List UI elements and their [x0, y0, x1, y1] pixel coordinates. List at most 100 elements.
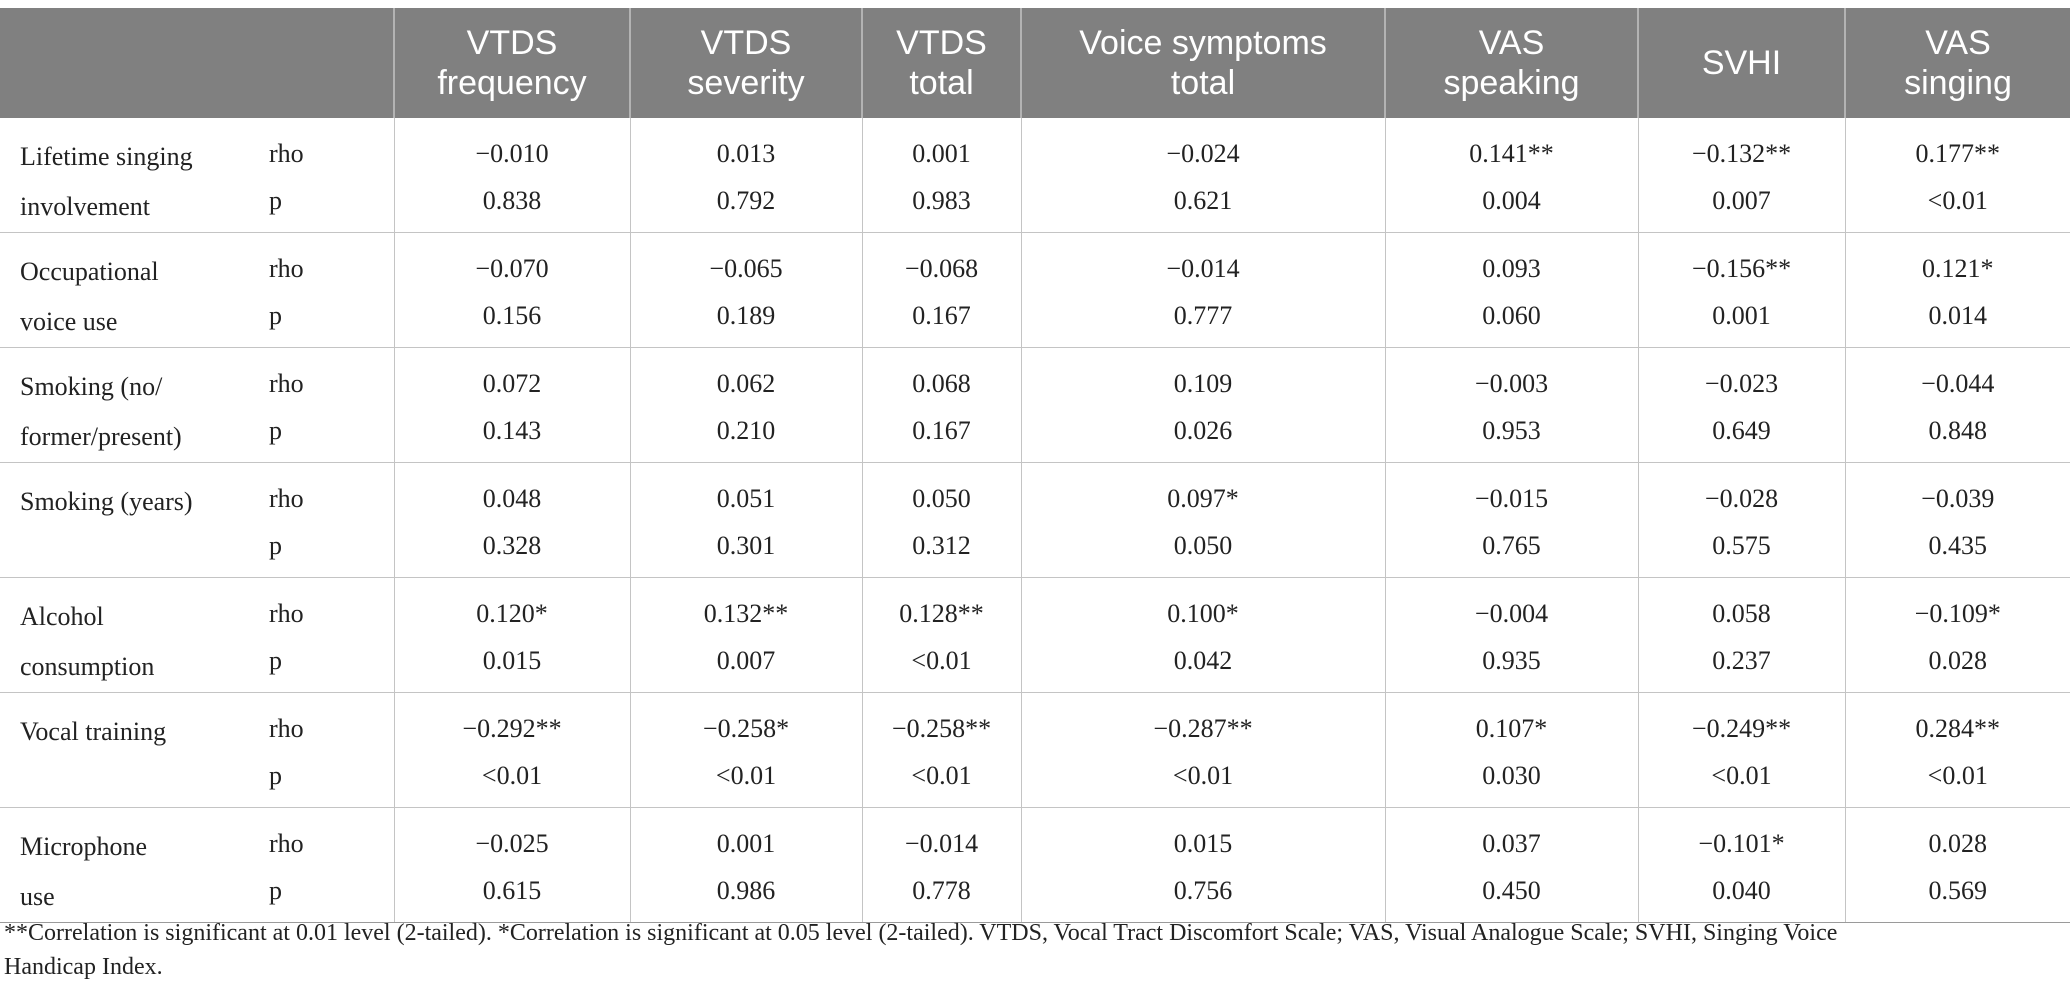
rho-cell: −0.003 [1385, 347, 1639, 405]
p-cell: 0.777 [1021, 290, 1386, 348]
rho-cell: −0.065 [630, 232, 863, 290]
rho-cell: 0.097* [1021, 462, 1386, 520]
variable-label-line-2: use [20, 882, 55, 911]
variable-label: Vocal training [0, 692, 253, 808]
variable-label: Microphone use [0, 807, 253, 923]
rho-cell: −0.025 [394, 807, 631, 865]
rho-cell: 0.058 [1638, 577, 1846, 635]
rho-cell: −0.023 [1638, 347, 1846, 405]
table-body: Lifetime singing involvement rho −0.010 0.01… [0, 118, 2070, 923]
rho-cell: 0.001 [630, 807, 863, 865]
p-cell: 0.312 [862, 520, 1022, 578]
p-cell: 0.838 [394, 175, 631, 234]
rho-cell: −0.010 [394, 118, 631, 176]
rho-cell: −0.249** [1638, 692, 1846, 750]
p-cell: 0.621 [1021, 175, 1386, 234]
p-cell: 0.042 [1021, 635, 1386, 693]
variable-label-line-1: Vocal training [20, 717, 167, 746]
header-vtds-severity: VTDS severity [630, 8, 863, 118]
rho-cell: 0.001 [862, 118, 1022, 176]
rho-cell: 0.177** [1915, 138, 2001, 168]
rho-cell: −0.287** [1021, 692, 1386, 750]
stat-label-rho: rho [253, 807, 395, 865]
stat-label-p: p [253, 405, 395, 463]
variable-label-line-1: Occupational [20, 257, 159, 286]
p-cell: 0.040 [1638, 865, 1846, 923]
correlation-table: VTDS frequency VTDS severity VTDS total Voi… [0, 8, 2070, 923]
rho-cell: 0.093 [1385, 232, 1639, 290]
p-cell: 0.301 [630, 520, 863, 578]
p-cell: <0.01 [862, 750, 1022, 808]
rho-cell: −0.068 [862, 232, 1022, 290]
header-vas-singing: VAS singing [1845, 8, 2070, 118]
rho-cell: 0.050 [862, 462, 1022, 520]
rho-cell: 0.037 [1385, 807, 1639, 865]
rho-cell: 0.109 [1021, 347, 1386, 405]
p-cell: <0.01 [862, 635, 1022, 693]
rho-cell: −0.258* [630, 692, 863, 750]
rho-cell: −0.024 [1021, 118, 1386, 176]
table-row: Smoking (years) rho 0.048 0.051 0.050 0.097*… [0, 462, 2070, 578]
p-cell: 0.015 [394, 635, 631, 693]
p-cell: 0.450 [1385, 865, 1639, 923]
rho-cell: −0.101* [1638, 807, 1846, 865]
p-cell: 0.050 [1021, 520, 1386, 578]
rho-cell: −0.070 [394, 232, 631, 290]
table-row: p 0.328 0.301 0.312 0.050 0.765 0.575 0.435 [0, 520, 2070, 578]
p-cell: 0.983 [862, 175, 1022, 234]
rho-cell: −0.258** [862, 692, 1022, 750]
header-svhi: SVHI [1638, 8, 1846, 118]
stat-label-p: p [253, 290, 395, 348]
header-vas-speaking: VAS speaking [1385, 8, 1639, 118]
rho-cell: −0.039 [1921, 483, 1995, 513]
stat-label-rho: rho [253, 347, 395, 405]
table-row: p 0.015 0.007 <0.01 0.042 0.935 0.237 0.028 [0, 635, 2070, 693]
p-cell: 0.848 [1845, 405, 2070, 463]
table-row: Alcohol consumption rho 0.120* 0.132** 0.128*… [0, 577, 2070, 693]
p-cell: <0.01 [1021, 750, 1386, 808]
rho-cell: −0.109* [1914, 598, 2001, 628]
p-cell: 0.028 [1845, 635, 2070, 693]
rho-cell: 0.051 [630, 462, 863, 520]
table-row: p <0.01 <0.01 <0.01 <0.01 0.030 <0.01 <0.01 [0, 750, 2070, 808]
footnote-line-1: **Correlation is significant at 0.01 lev… [4, 920, 1838, 946]
p-cell: 0.435 [1845, 520, 2070, 578]
rho-cell: 0.128** [862, 577, 1022, 635]
rho-cell: 0.072 [394, 347, 631, 405]
stat-label-p: p [253, 750, 395, 808]
p-cell: 0.189 [630, 290, 863, 348]
variable-label: Lifetime singing involvement [0, 118, 253, 233]
p-cell: 0.792 [630, 175, 863, 234]
p-cell: 0.756 [1021, 865, 1386, 923]
variable-label-line-1: Microphone [20, 832, 148, 861]
p-cell: 0.615 [394, 865, 631, 923]
table-footnote: **Correlation is significant at 0.01 lev… [0, 916, 2044, 984]
p-cell: 0.030 [1385, 750, 1639, 808]
p-cell: 0.026 [1021, 405, 1386, 463]
table-row: p 0.615 0.986 0.778 0.756 0.450 0.040 0.569 [0, 865, 2070, 923]
rho-cell: 0.013 [630, 118, 863, 176]
table-row: Occupational voice use rho −0.070 −0.065 −0.0… [0, 232, 2070, 348]
stat-label-p: p [253, 635, 395, 693]
p-cell: 0.004 [1385, 175, 1639, 234]
variable-label-line-1: Lifetime singing [20, 142, 193, 171]
table-row: p 0.143 0.210 0.167 0.026 0.953 0.649 0.848 [0, 405, 2070, 463]
p-cell: 0.007 [1638, 175, 1846, 234]
variable-label-spacer [20, 757, 253, 807]
p-cell: <0.01 [630, 750, 863, 808]
table-row: Lifetime singing involvement rho −0.010 0.01… [0, 118, 2070, 233]
rho-cell: 0.284** [1915, 713, 2001, 743]
variable-label: Smoking (no/former/present) [0, 347, 253, 463]
rho-cell: 0.121* [1922, 253, 1994, 283]
rho-cell: 0.028 [1928, 828, 1988, 858]
rho-cell: 0.068 [862, 347, 1022, 405]
stat-label-rho: rho [253, 232, 395, 290]
p-cell: 0.060 [1385, 290, 1639, 348]
rho-cell: 0.062 [630, 347, 863, 405]
table-row: Microphone use rho −0.025 0.001 −0.014 0.015 0.… [0, 807, 2070, 923]
p-cell: 0.953 [1385, 405, 1639, 463]
header-vtds-total: VTDS total [862, 8, 1022, 118]
variable-label-line-1: Alcohol [20, 602, 104, 631]
rho-cell: −0.004 [1385, 577, 1639, 635]
p-cell: 0.143 [394, 405, 631, 463]
